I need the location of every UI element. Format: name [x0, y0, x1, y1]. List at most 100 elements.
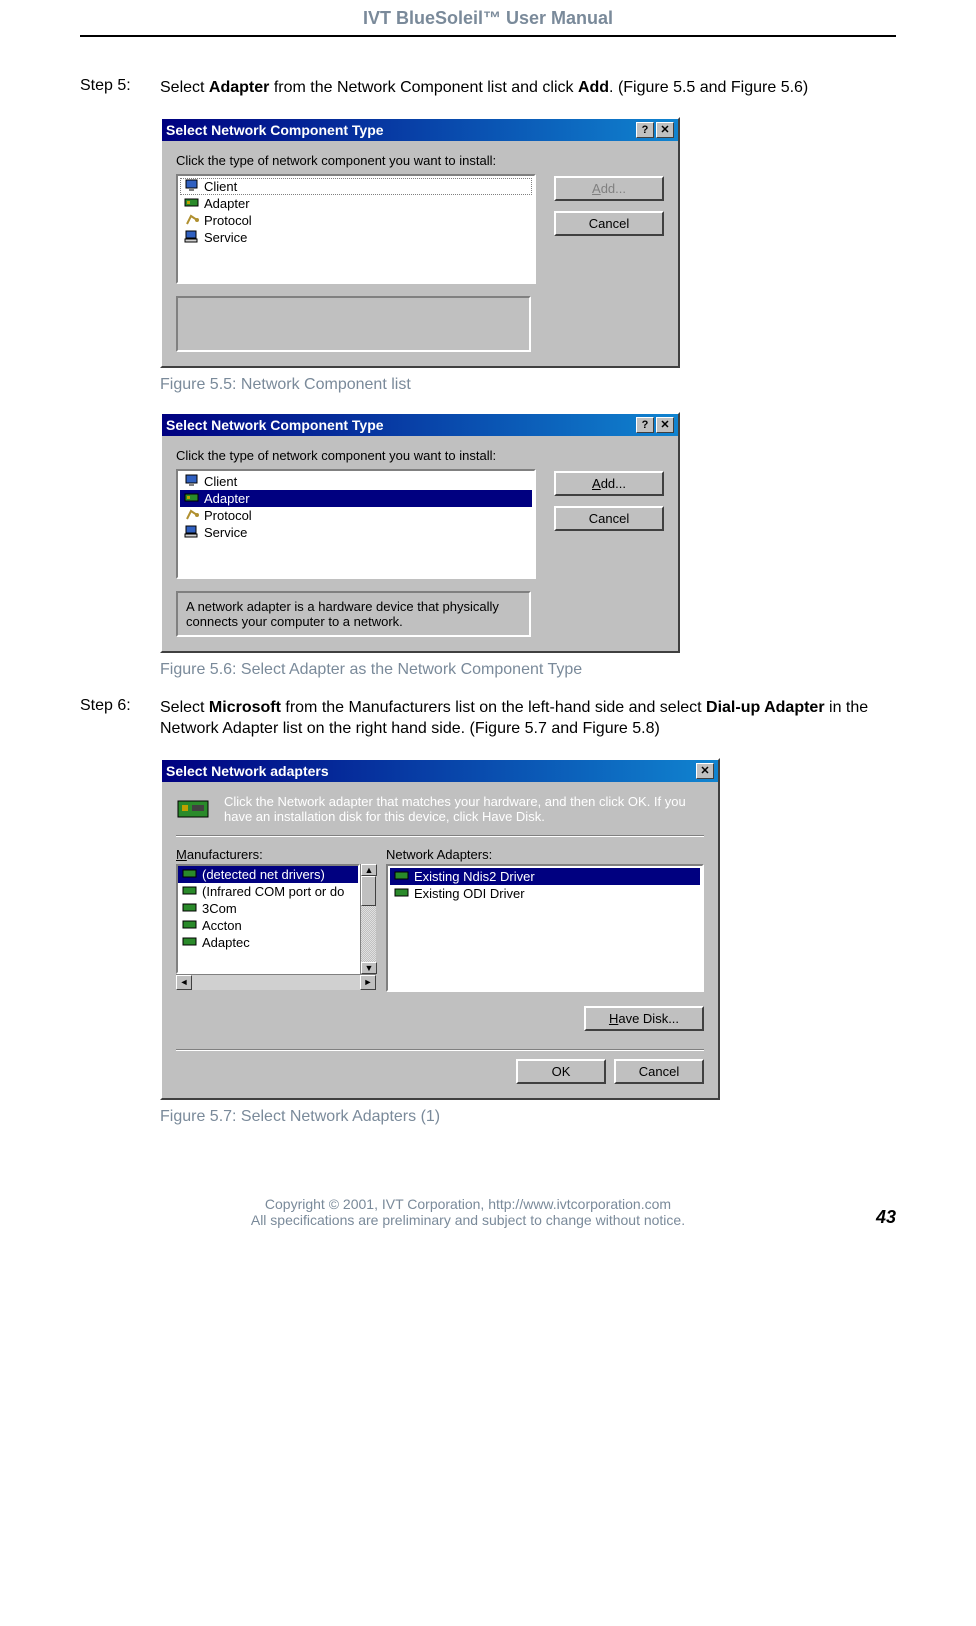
step5-bold1: Adapter — [209, 79, 269, 96]
dialog2-item-protocol[interactable]: Protocol — [180, 507, 532, 524]
dialog3-adapter-odi[interactable]: Existing ODI Driver — [390, 885, 700, 902]
step6-row: Step 6: Select Microsoft from the Manufa… — [80, 697, 896, 740]
dialog3-manufacturers-label: Manufacturers: — [176, 847, 376, 862]
dialog3-manufacturers-list[interactable]: (detected net drivers) (Infrared COM por… — [176, 864, 360, 974]
dialog3-adapters-list[interactable]: Existing Ndis2 Driver Existing ODI Drive… — [386, 864, 704, 992]
adapter-icon — [394, 869, 410, 883]
dialog3: Select Network adapters ✕ Click the Netw… — [160, 758, 720, 1100]
step5-text-post: . (Figure 5.5 and Figure 5.6) — [609, 79, 808, 96]
monitor-icon — [184, 474, 200, 488]
dialog1-help-button[interactable]: ? — [636, 122, 654, 138]
dialog1-item-client-label: Client — [204, 179, 237, 194]
adapter-icon — [182, 918, 198, 932]
dialog2-add-button[interactable]: Add... — [554, 471, 664, 496]
dialog3-instruction: Click the Network adapter that matches y… — [224, 794, 686, 825]
step5-label: Step 5: — [80, 77, 160, 99]
scroll-up-button[interactable]: ▲ — [361, 864, 377, 876]
dialog3-mfr-accton-label: Accton — [202, 918, 242, 933]
dialog2-item-protocol-label: Protocol — [204, 508, 252, 523]
dialog3-adapters-label: Network Adapters: — [386, 847, 704, 862]
scroll-right-button[interactable]: ► — [360, 975, 376, 990]
dialog3-mfr-scrollbar-v[interactable]: ▲ ▼ — [360, 864, 376, 974]
dialog3-mfr-3com[interactable]: 3Com — [178, 900, 358, 917]
dialog1-cancel-button[interactable]: Cancel — [554, 211, 664, 236]
page-header-title: IVT BlueSoleil™ User Manual — [80, 0, 896, 35]
dialog3-mfr-adaptec[interactable]: Adaptec — [178, 934, 358, 951]
service-icon — [184, 525, 200, 539]
dialog1-item-adapter-label: Adapter — [204, 196, 250, 211]
dialog3-mfr-infrared[interactable]: (Infrared COM port or do — [178, 883, 358, 900]
dialog1-item-protocol-label: Protocol — [204, 213, 252, 228]
figure-caption-3: Figure 5.7: Select Network Adapters (1) — [160, 1108, 896, 1126]
dialog1-description-box — [176, 296, 531, 352]
dialog2-help-button[interactable]: ? — [636, 417, 654, 433]
step5-body: Select Adapter from the Network Componen… — [160, 77, 896, 99]
dialog3-groove — [176, 1049, 704, 1051]
dialog3-mfr-scrollbar-h[interactable]: ◄ ► — [176, 974, 376, 990]
footer-notice: All specifications are preliminary and s… — [80, 1212, 856, 1228]
protocol-icon — [184, 508, 200, 522]
dialog3-adapter-odi-label: Existing ODI Driver — [414, 886, 525, 901]
dialog3-adapter-ndis2[interactable]: Existing Ndis2 Driver — [390, 868, 700, 885]
dialog1-item-service[interactable]: Service — [180, 229, 532, 246]
step5-row: Step 5: Select Adapter from the Network … — [80, 77, 896, 99]
dialog2-item-service[interactable]: Service — [180, 524, 532, 541]
step6-text-pre: Select — [160, 699, 209, 716]
dialog2-item-adapter[interactable]: Adapter — [180, 490, 532, 507]
dialog2-titlebar: Select Network Component Type ? ✕ — [162, 414, 678, 436]
dialog3-mfr-accton[interactable]: Accton — [178, 917, 358, 934]
dialog3-cancel-button[interactable]: Cancel — [614, 1059, 704, 1084]
page-footer: Copyright © 2001, IVT Corporation, http:… — [80, 1196, 896, 1228]
dialog1-component-list[interactable]: Client Adapter Protocol — [176, 174, 536, 284]
dialog2-close-button[interactable]: ✕ — [656, 417, 674, 433]
step5-text-pre: Select — [160, 79, 209, 96]
protocol-icon — [184, 213, 200, 227]
scroll-thumb[interactable] — [361, 876, 376, 906]
footer-copyright: Copyright © 2001, IVT Corporation, http:… — [80, 1196, 856, 1212]
dialog1-add-button[interactable]: Add... — [554, 176, 664, 201]
dialog3-have-disk-button[interactable]: Have Disk... — [584, 1006, 704, 1031]
step5-text-mid: from the Network Component list and clic… — [269, 79, 578, 96]
figure-caption-2: Figure 5.6: Select Adapter as the Networ… — [160, 661, 896, 679]
figure-caption-1: Figure 5.5: Network Component list — [160, 376, 896, 394]
dialog2-cancel-button[interactable]: Cancel — [554, 506, 664, 531]
service-icon — [184, 230, 200, 244]
dialog1-item-adapter[interactable]: Adapter — [180, 195, 532, 212]
scroll-left-button[interactable]: ◄ — [176, 975, 192, 990]
step5-bold2: Add — [578, 79, 609, 96]
scroll-down-button[interactable]: ▼ — [361, 962, 377, 974]
dialog3-ok-button[interactable]: OK — [516, 1059, 606, 1084]
adapter-icon — [394, 886, 410, 900]
dialog2-component-list[interactable]: Client Adapter Protocol — [176, 469, 536, 579]
monitor-icon — [184, 179, 200, 193]
adapter-icon — [184, 491, 200, 505]
adapter-icon — [182, 884, 198, 898]
dialog1-item-service-label: Service — [204, 230, 247, 245]
dialog3-mfr-detected[interactable]: (detected net drivers) — [178, 866, 358, 883]
dialog1-item-protocol[interactable]: Protocol — [180, 212, 532, 229]
adapter-icon — [182, 935, 198, 949]
dialog3-title: Select Network adapters — [166, 763, 329, 779]
header-rule — [80, 35, 896, 37]
dialog3-separator — [176, 835, 704, 837]
dialog3-close-button[interactable]: ✕ — [696, 763, 714, 779]
dialog2-title: Select Network Component Type — [166, 417, 384, 433]
dialog3-mfr-infrared-label: (Infrared COM port or do — [202, 884, 344, 899]
step6-label: Step 6: — [80, 697, 160, 740]
dialog2-item-adapter-label: Adapter — [204, 491, 250, 506]
dialog2-item-client[interactable]: Client — [180, 473, 532, 490]
adapter-icon — [182, 867, 198, 881]
adapter-icon — [184, 196, 200, 210]
dialog3-mfr-adaptec-label: Adaptec — [202, 935, 250, 950]
dialog1-item-client[interactable]: Client — [180, 178, 532, 195]
dialog2-item-client-label: Client — [204, 474, 237, 489]
dialog1: Select Network Component Type ? ✕ Click … — [160, 117, 680, 368]
adapter-icon — [182, 901, 198, 915]
dialog1-close-button[interactable]: ✕ — [656, 122, 674, 138]
step6-text-mid1: from the Manufacturers list on the left-… — [281, 699, 706, 716]
dialog1-title: Select Network Component Type — [166, 122, 384, 138]
adapter-large-icon — [176, 794, 212, 824]
step6-body: Select Microsoft from the Manufacturers … — [160, 697, 896, 740]
dialog2: Select Network Component Type ? ✕ Click … — [160, 412, 680, 653]
footer-page-number: 43 — [856, 1207, 896, 1228]
